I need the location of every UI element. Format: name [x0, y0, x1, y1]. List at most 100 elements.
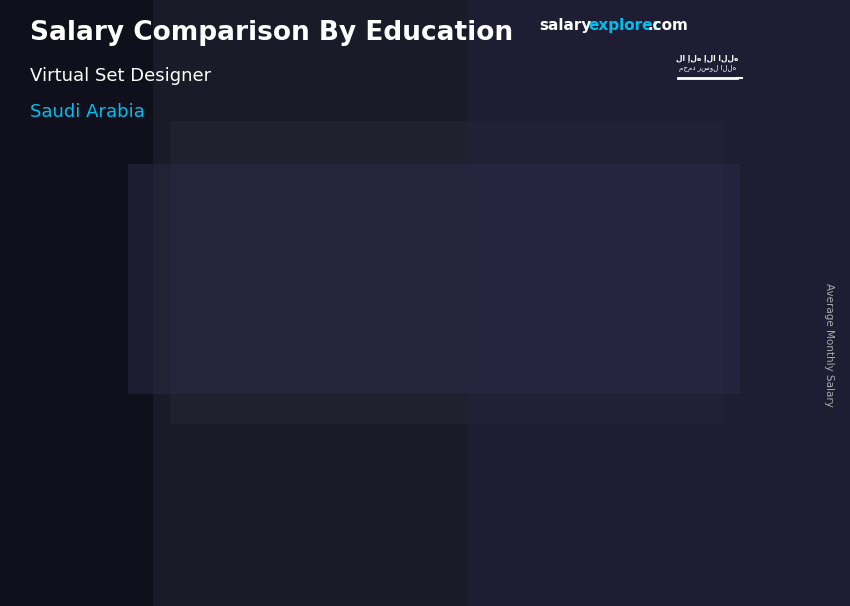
Bar: [132, 476, 205, 479]
Bar: [132, 490, 205, 492]
Bar: [132, 482, 205, 484]
Bar: [307, 451, 381, 454]
Bar: [132, 366, 205, 368]
Bar: [657, 260, 731, 264]
Text: +16%: +16%: [202, 310, 275, 330]
Bar: [307, 487, 381, 490]
Bar: [657, 493, 731, 497]
Bar: [307, 348, 381, 351]
Bar: [657, 485, 731, 489]
Bar: [482, 371, 556, 374]
Bar: [482, 266, 556, 270]
Bar: [657, 505, 731, 509]
Polygon shape: [121, 366, 132, 521]
Bar: [307, 461, 381, 463]
Bar: [657, 453, 731, 457]
Bar: [482, 404, 556, 407]
Bar: [482, 420, 556, 423]
Bar: [132, 407, 205, 408]
Bar: [307, 388, 381, 391]
Bar: [657, 231, 731, 236]
Bar: [482, 341, 556, 345]
Bar: [132, 385, 205, 387]
Bar: [657, 268, 731, 272]
Bar: [307, 479, 381, 481]
Bar: [657, 296, 731, 300]
Bar: [657, 433, 731, 437]
Bar: [657, 276, 731, 280]
Bar: [307, 427, 381, 429]
Bar: [657, 489, 731, 493]
Bar: [132, 434, 205, 436]
Bar: [307, 441, 381, 442]
Bar: [132, 511, 205, 513]
Bar: [657, 368, 731, 372]
Bar: [482, 495, 556, 498]
Bar: [132, 447, 205, 450]
Bar: [482, 514, 556, 518]
Bar: [657, 244, 731, 248]
Text: explorer: explorer: [588, 18, 660, 33]
Bar: [132, 387, 205, 389]
Polygon shape: [297, 342, 307, 521]
Bar: [307, 519, 381, 521]
Bar: [307, 402, 381, 404]
Bar: [482, 485, 556, 488]
Bar: [132, 473, 205, 474]
Bar: [307, 364, 381, 366]
Bar: [482, 387, 556, 390]
Bar: [132, 500, 205, 502]
Bar: [482, 479, 556, 482]
Bar: [657, 509, 731, 513]
Bar: [307, 449, 381, 451]
Bar: [657, 465, 731, 469]
Bar: [307, 438, 381, 441]
Bar: [307, 373, 381, 375]
Bar: [657, 292, 731, 296]
Bar: [307, 431, 381, 434]
Bar: [307, 465, 381, 467]
Bar: [657, 421, 731, 425]
Bar: [132, 370, 205, 372]
Bar: [657, 364, 731, 368]
Bar: [132, 382, 205, 384]
Bar: [132, 492, 205, 494]
Bar: [657, 340, 731, 344]
Bar: [307, 510, 381, 512]
Bar: [482, 462, 556, 465]
Bar: [132, 422, 205, 424]
Bar: [307, 371, 381, 373]
Bar: [307, 420, 381, 422]
Bar: [132, 469, 205, 471]
Bar: [132, 372, 205, 374]
Bar: [482, 505, 556, 508]
Bar: [132, 436, 205, 438]
Bar: [657, 207, 731, 211]
Bar: [482, 407, 556, 410]
Bar: [482, 465, 556, 469]
Bar: [132, 451, 205, 453]
Bar: [307, 398, 381, 400]
Bar: [482, 319, 556, 322]
Bar: [657, 224, 731, 227]
Bar: [132, 453, 205, 455]
Bar: [482, 325, 556, 328]
Bar: [132, 440, 205, 442]
Bar: [482, 348, 556, 351]
Bar: [657, 304, 731, 308]
Bar: [132, 459, 205, 461]
Bar: [307, 400, 381, 402]
Bar: [307, 393, 381, 396]
Bar: [307, 463, 381, 465]
Text: +23%: +23%: [558, 169, 638, 193]
Bar: [307, 407, 381, 409]
Bar: [132, 442, 205, 444]
Bar: [657, 401, 731, 405]
Bar: [657, 396, 731, 401]
Bar: [132, 432, 205, 434]
Bar: [657, 393, 731, 396]
Bar: [482, 305, 556, 308]
Bar: [657, 437, 731, 441]
Bar: [657, 425, 731, 428]
Bar: [657, 405, 731, 408]
